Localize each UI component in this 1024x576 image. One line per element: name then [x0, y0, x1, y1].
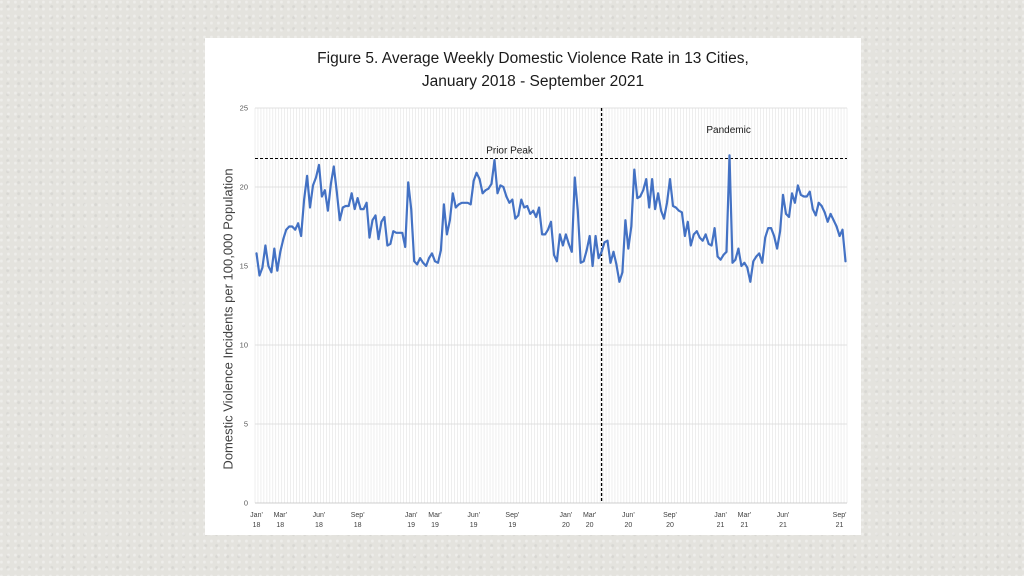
- x-tick-month-label: Jun': [467, 512, 480, 519]
- x-tick-year-label: 21: [779, 522, 787, 529]
- x-tick-month-label: Jan': [405, 512, 418, 519]
- x-tick-year-label: 20: [624, 522, 632, 529]
- x-tick-month-label: Mar': [274, 512, 287, 519]
- chart-title-line-1: Figure 5. Average Weekly Domestic Violen…: [317, 50, 749, 67]
- x-tick-year-label: 19: [508, 522, 516, 529]
- x-tick-month-label: Jun': [313, 512, 326, 519]
- x-tick-month-label: Sep': [505, 512, 519, 519]
- x-tick-year-label: 19: [431, 522, 439, 529]
- chart-title: Figure 5. Average Weekly Domestic Violen…: [205, 47, 861, 93]
- x-tick-year-label: 21: [717, 522, 725, 529]
- x-tick-year-label: 19: [470, 522, 478, 529]
- x-tick-month-label: Sep': [663, 512, 677, 519]
- x-tick-year-label: 18: [315, 522, 323, 529]
- x-tick-year-label: 20: [562, 522, 570, 529]
- x-tick-month-label: Sep': [351, 512, 365, 519]
- y-tick-label: 20: [240, 183, 248, 192]
- x-tick-year-label: 18: [276, 522, 284, 529]
- series-line: [255, 154, 847, 283]
- x-tick-year-label: 21: [836, 522, 844, 529]
- y-tick-label: 25: [240, 104, 248, 113]
- y-tick-label: 10: [240, 341, 248, 350]
- x-tick-month-label: Sep': [833, 512, 847, 519]
- x-tick-month-label: Jun': [777, 512, 790, 519]
- chart-title-line-2: January 2018 - September 2021: [421, 73, 645, 90]
- x-tick-month-label: Mar': [428, 512, 441, 519]
- y-tick-label: 5: [244, 420, 248, 429]
- x-tick-year-label: 21: [740, 522, 748, 529]
- pandemic-label: Pandemic: [706, 125, 750, 136]
- x-tick-year-label: 20: [586, 522, 594, 529]
- x-tick-year-label: 19: [407, 522, 415, 529]
- x-tick-month-label: Jun': [622, 512, 635, 519]
- y-tick-label: 0: [244, 499, 248, 508]
- x-tick-year-label: 20: [666, 522, 674, 529]
- prior-peak-label: Prior Peak: [486, 146, 534, 157]
- x-tick-month-label: Mar': [738, 512, 751, 519]
- x-tick-month-label: Jan': [250, 512, 263, 519]
- x-tick-year-label: 18: [253, 522, 261, 529]
- x-tick-year-label: 18: [354, 522, 362, 529]
- x-tick-month-label: Jan': [714, 512, 727, 519]
- line-chart: 0 5 10 15 20 25 Jan' 18 Mar' 18 Jun' 18 Sep' 18 Jan' 19…: [240, 104, 848, 529]
- chart-card: Figure 5. Average Weekly Domestic Violen…: [205, 38, 861, 535]
- y-tick-label: 15: [240, 262, 248, 271]
- x-tick-month-label: Jan': [560, 512, 573, 519]
- x-tick-month-label: Mar': [583, 512, 596, 519]
